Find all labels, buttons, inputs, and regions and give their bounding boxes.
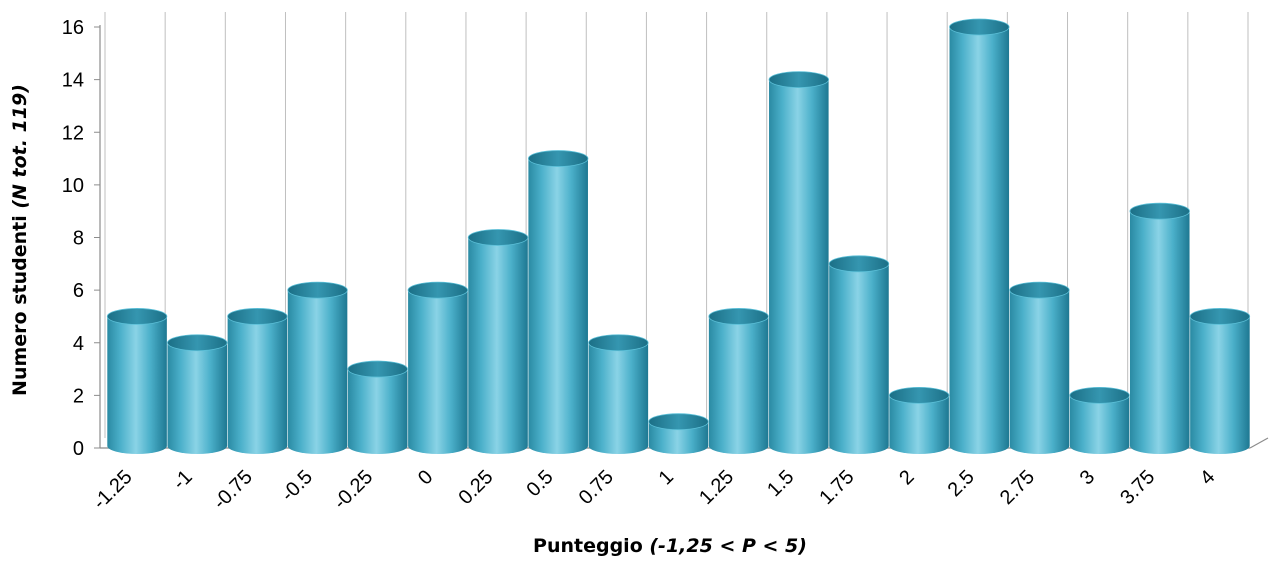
bars: [107, 19, 1249, 454]
bar-body: [889, 395, 949, 454]
bar: [107, 308, 167, 454]
y-axis-title: Numero studenti (N tot. 119): [9, 84, 31, 396]
bar: [468, 230, 528, 454]
y-tick-label: 8: [73, 228, 84, 250]
bar-body: [107, 316, 167, 454]
y-tick-label: 2: [73, 385, 84, 407]
bar-top: [348, 361, 408, 377]
bar: [408, 282, 468, 454]
bar-top: [829, 256, 889, 272]
y-tick-label: 16: [62, 17, 84, 39]
bar-top: [950, 19, 1010, 35]
bar-body: [348, 369, 408, 454]
bar: [889, 387, 949, 454]
bar-body: [288, 290, 348, 454]
bar-top: [1130, 203, 1190, 219]
bar-body: [709, 316, 769, 454]
bar-top: [1190, 308, 1250, 324]
bar-top: [288, 282, 348, 298]
bar-body: [1130, 211, 1190, 454]
bar: [348, 361, 408, 454]
bar: [950, 19, 1010, 454]
bar-body: [829, 264, 889, 454]
bar-top: [1010, 282, 1070, 298]
x-tick-label: 0: [414, 466, 437, 489]
x-tick-label: -0.5: [277, 466, 317, 506]
bar: [1130, 203, 1190, 454]
x-tick-label: 0.75: [575, 466, 618, 509]
x-tick-label: 0.25: [454, 466, 497, 509]
bar-top: [709, 308, 769, 324]
y-tick-label: 4: [73, 333, 84, 355]
bar-top: [228, 308, 288, 324]
x-tick-label: 1: [655, 466, 678, 489]
bar-body: [950, 27, 1010, 454]
bar-body: [408, 290, 468, 454]
bar-body: [528, 159, 588, 454]
x-tick-label: -0.75: [209, 466, 257, 514]
bar-top: [107, 308, 167, 324]
bar-top: [649, 414, 709, 430]
bar-top: [468, 230, 528, 246]
bar-body: [769, 80, 829, 454]
x-tick-labels: -1.25 -1 -0.75 -0.5 -0.25 0 0.25 0.5 0.75 1 1.25 1.…: [89, 466, 1220, 514]
x-tick-label: -0.25: [329, 466, 377, 514]
bar: [649, 414, 709, 454]
bar-body: [1190, 316, 1250, 454]
x-tick-label: 1.5: [763, 466, 798, 501]
x-tick-label: 3: [1076, 466, 1099, 489]
bar-body: [468, 238, 528, 454]
bar-top: [167, 335, 227, 351]
bar: [1010, 282, 1070, 454]
bar-top: [1070, 387, 1130, 403]
x-tick-label: -1.25: [89, 466, 137, 514]
x-tick-label: 2: [895, 466, 918, 489]
bar: [1070, 387, 1130, 454]
bar-top: [589, 335, 649, 351]
bar-body: [228, 316, 288, 454]
x-tick-label: 2.5: [944, 466, 979, 501]
bar-body: [1070, 395, 1130, 454]
x-axis-title: Punteggio (-1,25 < P < 5): [533, 535, 807, 557]
x-tick-label: 4: [1196, 466, 1219, 489]
y-tick-label: 12: [62, 122, 84, 144]
y-tick-label: 6: [73, 280, 84, 302]
x-tick-label: 0.5: [522, 466, 557, 501]
bar-body: [167, 343, 227, 454]
bar-top: [889, 387, 949, 403]
y-tick-label: 0: [73, 438, 84, 460]
x-tick-label: -1: [169, 466, 197, 494]
bar-top: [528, 151, 588, 167]
bar: [1190, 308, 1250, 454]
bar: [589, 335, 649, 454]
bar: [167, 335, 227, 454]
x-tick-label: 1.25: [695, 466, 738, 509]
x-tick-label: 2.75: [996, 466, 1039, 509]
bar-body: [1010, 290, 1070, 454]
bar: [528, 151, 588, 454]
bar: [288, 282, 348, 454]
y-tick-label: 14: [62, 70, 84, 92]
x-tick-label: 3.75: [1116, 466, 1159, 509]
bar: [769, 72, 829, 454]
x-tick-label: 1.75: [815, 466, 858, 509]
bar: [829, 256, 889, 454]
bar-top: [769, 72, 829, 88]
y-tick-label: 10: [62, 175, 84, 197]
y-tick-labels: 0 2 4 6 8 10 12 14 16: [62, 17, 84, 460]
bar: [709, 308, 769, 454]
bar-top: [408, 282, 468, 298]
floor-edge: [1250, 438, 1268, 448]
bar-body: [589, 343, 649, 454]
bar: [228, 308, 288, 454]
